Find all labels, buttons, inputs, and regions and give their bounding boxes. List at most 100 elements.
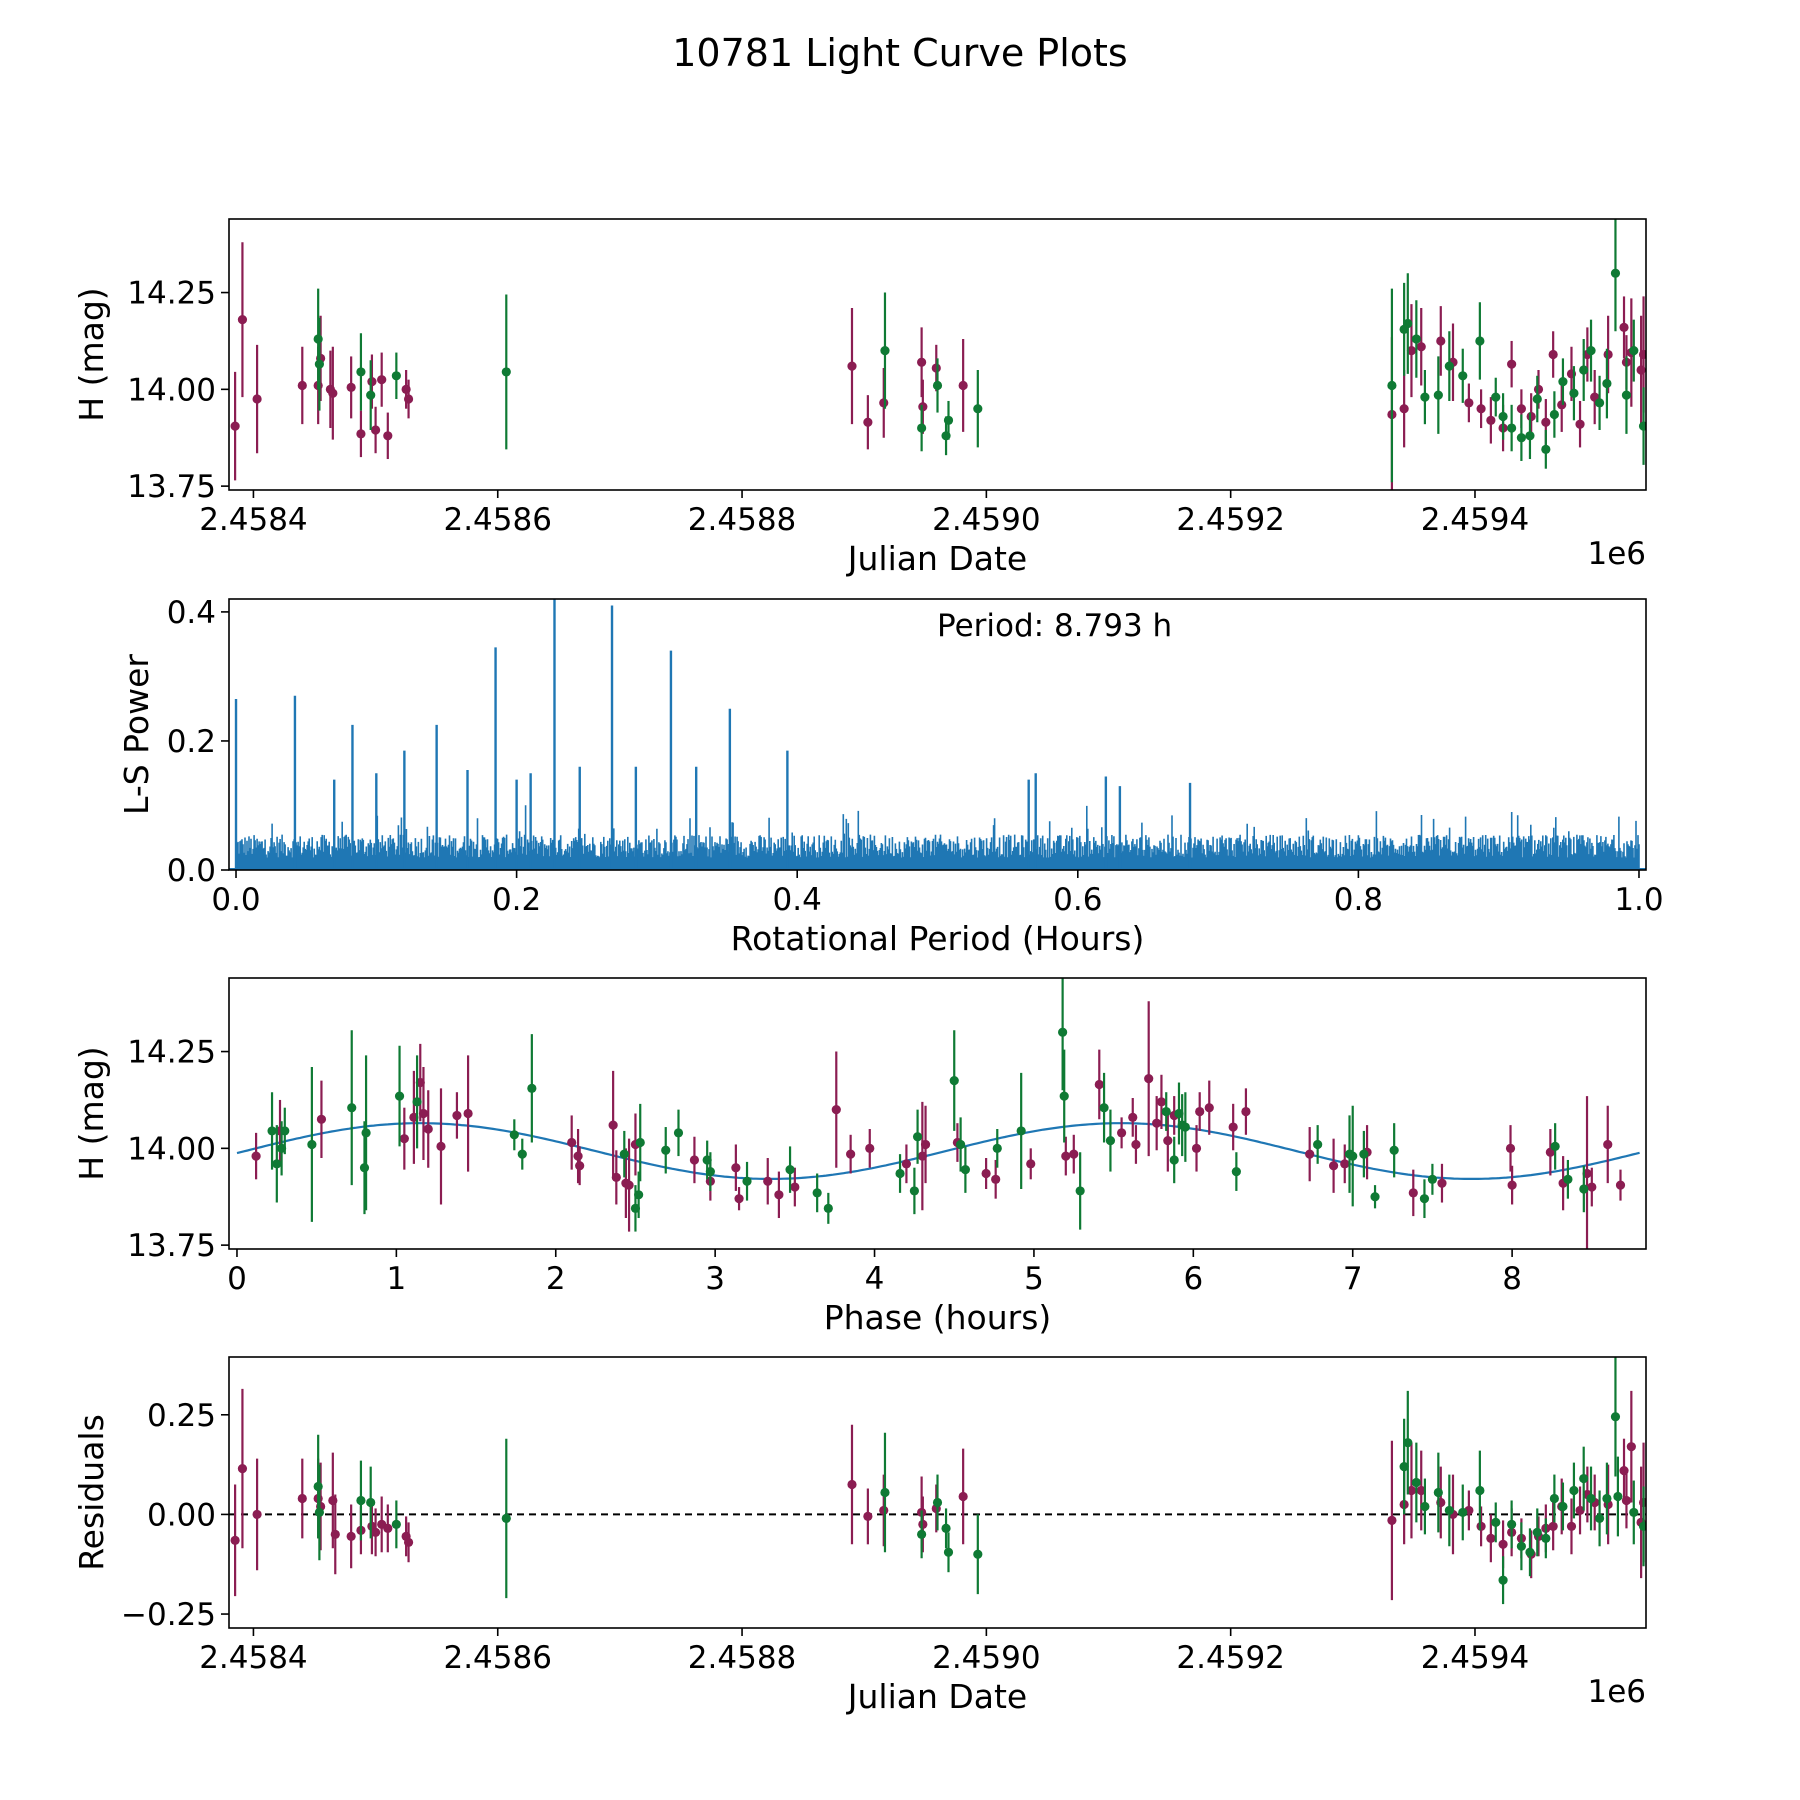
data-point — [1638, 1521, 1646, 1531]
data-point — [634, 1190, 644, 1200]
axes-frame — [228, 218, 1647, 491]
data-point — [1156, 1097, 1167, 1107]
data-point — [785, 1165, 795, 1175]
plot-area — [229, 1357, 1646, 1605]
data-point — [297, 380, 307, 391]
data-point — [973, 1549, 983, 1559]
data-point — [920, 1139, 931, 1150]
data-point — [1579, 1184, 1589, 1194]
panel-residuals: 2.4584 2.4586 2.4588 2.4590 2.4592 2.4594 −0.2… — [72, 1356, 1647, 1716]
data-point — [1094, 1079, 1104, 1090]
data-point — [1516, 1541, 1527, 1551]
data-point — [1610, 268, 1621, 278]
period-annotation: Period: 8.793 h — [937, 608, 1172, 644]
x-axis-label: Julian Date — [846, 1677, 1028, 1716]
data-point — [370, 425, 381, 435]
data-point — [1525, 431, 1535, 441]
y-tick-label: 0.0 — [167, 853, 216, 889]
data-point — [931, 363, 941, 373]
x-tick-label: 2.4592 — [1176, 1640, 1284, 1676]
data-point — [1629, 1507, 1639, 1518]
data-point — [436, 1141, 446, 1152]
data-point — [1131, 1139, 1141, 1150]
x-tick-label: 2.4588 — [688, 502, 796, 538]
data-point — [1408, 1188, 1418, 1198]
data-point — [1549, 1493, 1559, 1504]
data-point — [1498, 1575, 1508, 1585]
data-point — [1099, 1103, 1109, 1113]
data-point — [307, 1139, 317, 1150]
data-point — [1305, 1149, 1315, 1159]
x-tick-label: 2 — [546, 1261, 566, 1297]
data-point — [1491, 392, 1501, 402]
x-tick-label: 0 — [227, 1261, 247, 1297]
data-point — [1549, 409, 1559, 420]
data-point — [846, 1149, 856, 1159]
data-point — [1541, 417, 1551, 427]
x-tick-label: 0.8 — [1334, 882, 1383, 918]
data-point — [1433, 1487, 1443, 1498]
data-point — [1615, 1180, 1626, 1190]
data-point — [1411, 1477, 1421, 1488]
data-point — [1516, 404, 1527, 414]
data-point — [763, 1176, 773, 1186]
data-point — [863, 417, 873, 427]
data-point — [917, 1529, 927, 1539]
y-tick-label: 14.25 — [127, 1035, 216, 1071]
data-point — [790, 1182, 800, 1192]
axes-frame — [228, 598, 1647, 871]
data-point — [831, 1105, 841, 1115]
x-tick-label: 2.4586 — [443, 1640, 551, 1676]
data-point — [932, 380, 943, 391]
data-point — [1476, 404, 1486, 414]
data-point — [1603, 349, 1613, 360]
data-point — [1587, 1182, 1597, 1192]
x-tick-label: 7 — [1343, 1261, 1363, 1297]
x-tick-label: 2.4586 — [443, 502, 551, 538]
y-tick-label: 13.75 — [127, 1228, 216, 1264]
data-point — [527, 1083, 537, 1093]
data-point — [991, 1174, 1001, 1184]
data-point — [960, 1165, 970, 1175]
data-point — [932, 1497, 943, 1508]
data-point — [1541, 444, 1551, 454]
data-point — [1387, 380, 1397, 391]
data-point — [230, 1535, 240, 1545]
y-tick-label: −0.25 — [121, 1597, 216, 1633]
data-point — [1498, 1539, 1508, 1549]
data-point — [705, 1166, 715, 1177]
x-tick-label: 8 — [1502, 1261, 1522, 1297]
data-point — [847, 361, 857, 371]
data-point — [1105, 1136, 1116, 1146]
y-tick-label: 13.75 — [127, 469, 216, 505]
x-tick-label: 0.6 — [1053, 882, 1102, 918]
data-point — [1387, 1515, 1397, 1525]
data-point — [1541, 1533, 1551, 1543]
data-point — [575, 1161, 585, 1171]
data-point — [1486, 415, 1496, 425]
data-point — [1152, 1118, 1162, 1128]
data-point — [1416, 342, 1426, 352]
data-point — [272, 1159, 282, 1169]
data-point — [689, 1155, 700, 1165]
data-point — [1444, 1505, 1454, 1516]
data-point — [1586, 346, 1596, 356]
data-point — [1575, 419, 1585, 429]
data-point — [452, 1110, 462, 1121]
data-point — [1558, 377, 1568, 387]
data-point — [356, 1495, 366, 1506]
data-point — [1613, 1491, 1623, 1502]
axes-frame — [228, 977, 1647, 1250]
x-tick-label: 1 — [386, 1261, 406, 1297]
data-point — [391, 371, 401, 381]
data-point — [412, 1097, 422, 1107]
x-tick-label: 2.4594 — [1421, 1640, 1529, 1676]
data-point — [1525, 1547, 1535, 1557]
y-axis-label: H (mag) — [72, 1046, 111, 1180]
data-point — [1579, 365, 1589, 375]
data-point — [1399, 1461, 1409, 1472]
data-point — [1144, 1074, 1154, 1084]
plot-area — [229, 599, 1646, 870]
data-point — [661, 1145, 671, 1155]
data-point — [1416, 1485, 1426, 1496]
